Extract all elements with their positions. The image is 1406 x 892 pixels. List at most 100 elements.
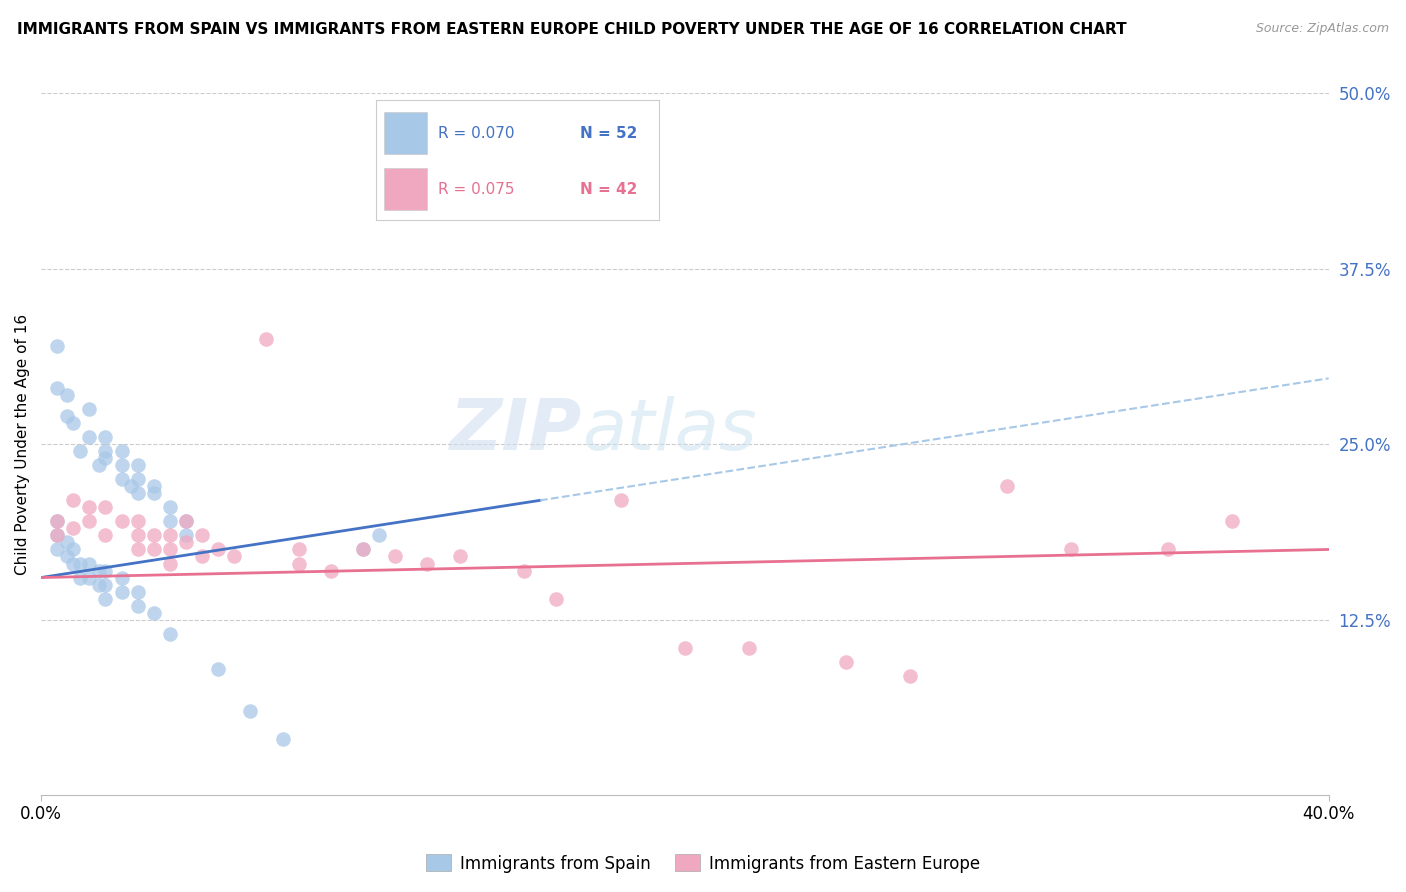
Point	[207, 542, 229, 557]
Point	[159, 515, 181, 529]
Point	[94, 528, 117, 542]
Point	[127, 528, 149, 542]
Point	[142, 528, 165, 542]
Point	[835, 655, 858, 669]
Point	[174, 515, 197, 529]
Text: IMMIGRANTS FROM SPAIN VS IMMIGRANTS FROM EASTERN EUROPE CHILD POVERTY UNDER THE : IMMIGRANTS FROM SPAIN VS IMMIGRANTS FROM…	[17, 22, 1126, 37]
Point	[191, 549, 214, 564]
Point	[110, 584, 132, 599]
Point	[56, 409, 79, 424]
Point	[94, 564, 117, 578]
Point	[79, 430, 101, 444]
Point	[127, 458, 149, 473]
Point	[94, 451, 117, 466]
Point	[174, 528, 197, 542]
Point	[94, 444, 117, 458]
Point	[79, 402, 101, 417]
Point	[87, 458, 110, 473]
Point	[46, 542, 69, 557]
Point	[79, 500, 101, 515]
Point	[46, 528, 69, 542]
Point	[127, 542, 149, 557]
Point	[287, 542, 309, 557]
Legend: Immigrants from Spain, Immigrants from Eastern Europe: Immigrants from Spain, Immigrants from E…	[419, 847, 987, 880]
Point	[87, 564, 110, 578]
Point	[174, 535, 197, 549]
Point	[224, 549, 246, 564]
Point	[62, 493, 84, 508]
Point	[513, 564, 536, 578]
Point	[384, 549, 406, 564]
Point	[94, 577, 117, 591]
Point	[69, 444, 91, 458]
Point	[110, 444, 132, 458]
Text: Source: ZipAtlas.com: Source: ZipAtlas.com	[1256, 22, 1389, 36]
Y-axis label: Child Poverty Under the Age of 16: Child Poverty Under the Age of 16	[15, 314, 30, 574]
Point	[62, 416, 84, 430]
Point	[110, 570, 132, 584]
Point	[110, 458, 132, 473]
Point	[62, 557, 84, 571]
Point	[159, 557, 181, 571]
Point	[1157, 542, 1180, 557]
Point	[94, 500, 117, 515]
Point	[79, 570, 101, 584]
Point	[46, 528, 69, 542]
Point	[46, 381, 69, 395]
Point	[120, 479, 142, 493]
Text: atlas: atlas	[582, 396, 756, 465]
Point	[416, 557, 439, 571]
Point	[56, 388, 79, 402]
Point	[254, 332, 277, 346]
Point	[319, 564, 342, 578]
Point	[271, 731, 294, 746]
Point	[609, 493, 631, 508]
Point	[159, 500, 181, 515]
Point	[142, 606, 165, 620]
Point	[46, 515, 69, 529]
Point	[898, 669, 921, 683]
Point	[79, 557, 101, 571]
Point	[56, 549, 79, 564]
Point	[94, 430, 117, 444]
Point	[110, 472, 132, 486]
Point	[142, 479, 165, 493]
Point	[62, 521, 84, 535]
Point	[449, 549, 471, 564]
Point	[159, 542, 181, 557]
Point	[352, 542, 374, 557]
Point	[995, 479, 1018, 493]
Point	[352, 542, 374, 557]
Point	[174, 515, 197, 529]
Point	[142, 542, 165, 557]
Point	[673, 640, 696, 655]
Point	[368, 528, 391, 542]
Point	[1060, 542, 1083, 557]
Point	[738, 640, 761, 655]
Point	[69, 557, 91, 571]
Point	[239, 704, 262, 718]
Point	[127, 599, 149, 613]
Point	[56, 535, 79, 549]
Point	[127, 472, 149, 486]
Point	[142, 486, 165, 500]
Point	[207, 662, 229, 676]
Point	[191, 528, 214, 542]
Point	[127, 486, 149, 500]
Point	[46, 515, 69, 529]
Point	[79, 515, 101, 529]
Point	[62, 542, 84, 557]
Point	[127, 584, 149, 599]
Point	[110, 515, 132, 529]
Point	[127, 515, 149, 529]
Point	[94, 591, 117, 606]
Point	[1220, 515, 1243, 529]
Point	[69, 570, 91, 584]
Text: ZIP: ZIP	[450, 396, 582, 465]
Point	[159, 626, 181, 640]
Point	[87, 577, 110, 591]
Point	[46, 339, 69, 353]
Point	[546, 591, 568, 606]
Point	[159, 528, 181, 542]
Point	[287, 557, 309, 571]
